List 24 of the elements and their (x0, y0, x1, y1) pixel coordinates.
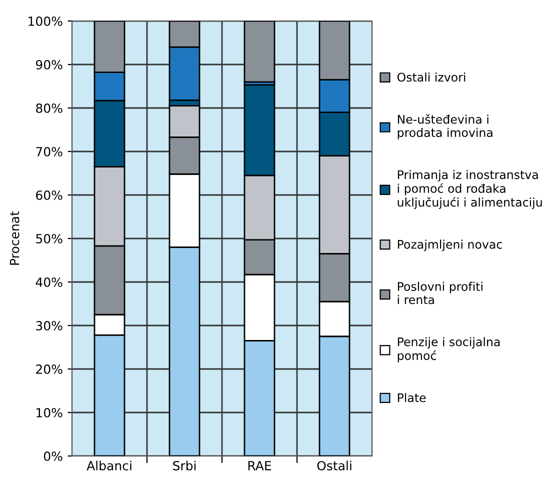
y-tick-label: 30% (36, 320, 62, 330)
y-tick-label: 100% (28, 16, 62, 26)
y-tick-label: 40% (36, 277, 62, 287)
legend-label: Primanja iz inostranstva i pomoć od rođaka uključujući i alimentaciju (398, 170, 542, 209)
y-tick-label: 90% (36, 60, 62, 70)
x-tick-label: Srbi (173, 460, 196, 470)
legend-label: Plate (398, 393, 426, 402)
y-tick-label: 10% (36, 408, 62, 418)
x-tick-label: Albanci (86, 460, 132, 470)
legend-label: Ne-ušteđevina i prodata imovina (398, 114, 492, 140)
x-tick-label: Ostali (317, 460, 352, 470)
y-axis-title: Procenat (10, 211, 20, 265)
y-tick-label: 70% (36, 146, 62, 156)
y-tick-label: 0% (44, 451, 62, 461)
legend-label: Ostali izvori (397, 72, 466, 82)
x-tick-label: RAE (248, 461, 272, 470)
legend-label: Poslovni profiti i renta (398, 282, 482, 304)
y-tick-label: 50% (36, 234, 62, 244)
bar (244, 21, 276, 83)
legend-label: Penzije i socijalna pomoć (398, 337, 500, 362)
y-tick-label: 60% (36, 190, 62, 200)
y-tick-label: 20% (36, 364, 62, 374)
legend-label: Pozajmljeni novac (398, 240, 502, 252)
y-tick-label: 80% (36, 103, 62, 113)
